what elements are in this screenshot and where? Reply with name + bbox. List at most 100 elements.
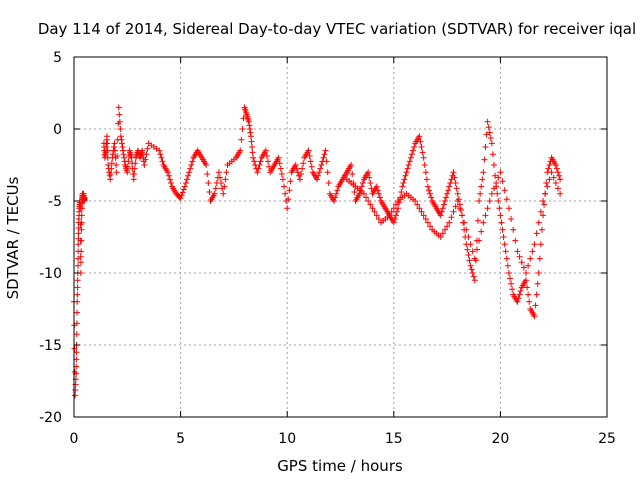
data-point [503, 196, 510, 203]
data-point [324, 169, 331, 176]
data-point [187, 165, 194, 172]
y-tick-label: -15 [39, 338, 62, 354]
data-point [497, 212, 504, 219]
data-point [78, 212, 85, 219]
data-point [471, 277, 478, 284]
data-point [222, 176, 229, 183]
data-point [206, 189, 213, 195]
data-point [321, 151, 328, 158]
data-point [325, 180, 332, 186]
data-point [535, 270, 542, 276]
data-point [406, 158, 413, 165]
data-point [470, 273, 477, 280]
data-point [120, 147, 127, 154]
data-point [467, 241, 474, 248]
data-point [74, 291, 81, 298]
data-point [526, 298, 533, 305]
data-point [485, 124, 492, 131]
data-point [448, 214, 455, 221]
data-point [247, 129, 254, 136]
data-point [484, 205, 491, 212]
data-point [516, 291, 523, 298]
data-point [211, 190, 218, 197]
data-point [114, 153, 121, 159]
data-point [412, 198, 419, 204]
data-point [131, 165, 138, 172]
data-point [477, 190, 484, 197]
data-point [78, 219, 85, 226]
data-point [263, 153, 270, 159]
data-point [371, 208, 378, 215]
data-point [375, 190, 382, 197]
data-point [446, 183, 453, 190]
data-point [464, 246, 471, 253]
data-point [453, 185, 460, 192]
data-point [74, 277, 81, 284]
data-point [467, 262, 474, 269]
data-point [251, 158, 258, 165]
data-point [504, 262, 511, 269]
data-point [132, 160, 139, 167]
data-point [422, 216, 429, 222]
data-point [444, 190, 451, 197]
x-axis-label: GPS time / hours [277, 457, 403, 475]
y-tick-label: -10 [39, 266, 62, 282]
data-point [239, 126, 246, 132]
data-point [517, 288, 524, 294]
plot-frame [73, 56, 608, 418]
data-point [510, 226, 517, 233]
data-point [284, 205, 291, 212]
data-point [522, 270, 529, 276]
data-point [165, 172, 172, 179]
data-point [478, 183, 485, 190]
data-point [535, 219, 542, 226]
chart-title: Day 114 of 2014, Sidereal Day-to-day VTE… [38, 20, 636, 38]
data-point [494, 190, 501, 197]
data-point [249, 149, 256, 156]
data-point [116, 118, 123, 125]
data-point [276, 160, 283, 167]
data-point [390, 205, 397, 212]
data-point [532, 302, 539, 309]
data-point [524, 284, 531, 291]
data-point [391, 216, 398, 222]
data-point [401, 176, 408, 183]
data-point [358, 183, 365, 190]
data-point [248, 138, 255, 145]
data-point [465, 252, 472, 258]
data-point [77, 259, 84, 266]
data-point [452, 180, 459, 186]
data-point [407, 154, 414, 161]
data-point [349, 171, 356, 177]
data-point [444, 223, 451, 230]
data-point [74, 309, 81, 316]
data-point [437, 212, 444, 219]
data-point [491, 162, 498, 168]
data-point [427, 223, 434, 230]
data-point [540, 198, 547, 204]
data-point [486, 198, 493, 204]
data-point [116, 111, 123, 118]
data-point [448, 176, 455, 183]
data-point [468, 266, 475, 273]
data-point [351, 189, 358, 195]
data-point [212, 185, 219, 192]
data-point [512, 237, 519, 244]
data-point [331, 198, 338, 204]
data-point [534, 280, 541, 287]
data-point [278, 171, 285, 177]
data-point [482, 144, 489, 150]
data-point [465, 234, 472, 240]
data-point [506, 275, 513, 282]
data-point [72, 392, 79, 399]
data-point [78, 237, 85, 244]
data-point [531, 241, 538, 248]
data-point [402, 172, 409, 179]
data-point [275, 154, 282, 161]
data-point [531, 313, 538, 320]
data-point [78, 248, 85, 255]
data-point [287, 178, 294, 185]
data-point [183, 176, 190, 183]
data-point [405, 162, 412, 168]
